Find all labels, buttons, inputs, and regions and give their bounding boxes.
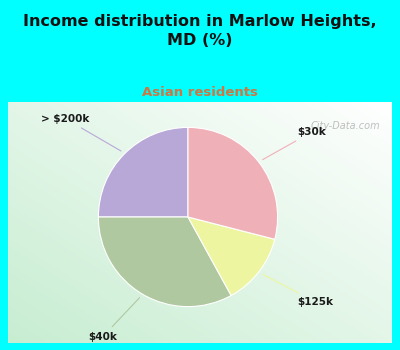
Wedge shape <box>98 217 231 307</box>
Wedge shape <box>98 127 188 217</box>
Text: Income distribution in Marlow Heights,
MD (%): Income distribution in Marlow Heights, M… <box>23 14 377 48</box>
Text: > $200k: > $200k <box>42 114 121 151</box>
Text: $125k: $125k <box>263 274 334 307</box>
Text: $40k: $40k <box>88 298 140 342</box>
Wedge shape <box>188 127 278 239</box>
Text: $30k: $30k <box>263 127 326 160</box>
Wedge shape <box>188 217 275 295</box>
Text: City-Data.com: City-Data.com <box>311 121 380 131</box>
Text: Asian residents: Asian residents <box>142 86 258 99</box>
